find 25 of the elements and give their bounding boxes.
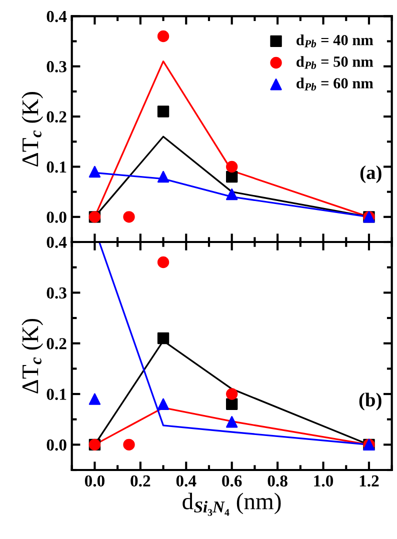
x-tick-label: 0.4 [176,475,196,487]
annotation: (b) [359,392,382,410]
y-tick-label: 0.1 [46,388,66,400]
x-tick-label: 1.0 [314,475,334,487]
y-tick-label: 0.3 [46,287,66,299]
y-axis-title: ΔT$_{c}$ (K) [22,92,44,166]
y-tick-label: 0.4 [46,10,67,22]
legend-label: d$_{Pb}$ = 40 nm [296,34,374,48]
legend-label: d$_{Pb}$ = 60 nm [296,78,374,91]
annotation: (a) [360,165,382,184]
y-axis-title: ΔT$_{c}$ (K) [22,318,44,394]
x-tick-label: 1.2 [360,475,379,487]
y-tick-label: 0.0 [46,439,66,451]
x-tick-label: 0.6 [222,475,242,487]
x-axis-title: d$_{Si₃N₄}$ (nm) [182,492,281,516]
y-tick-label: 0.0 [46,212,66,223]
y-tick-label: 0.3 [46,61,66,72]
y-tick-label: 0.2 [46,111,66,123]
y-tick-label: 0.4 [46,236,67,248]
y-tick-label: 0.1 [46,161,66,173]
x-tick-label: 0.2 [130,475,150,487]
y-tick-label: 0.2 [46,338,66,350]
x-tick-label: 0.8 [268,475,288,487]
x-tick-label: 0.0 [84,475,104,487]
legend-label: d$_{Pb}$ = 50 nm [296,56,374,69]
